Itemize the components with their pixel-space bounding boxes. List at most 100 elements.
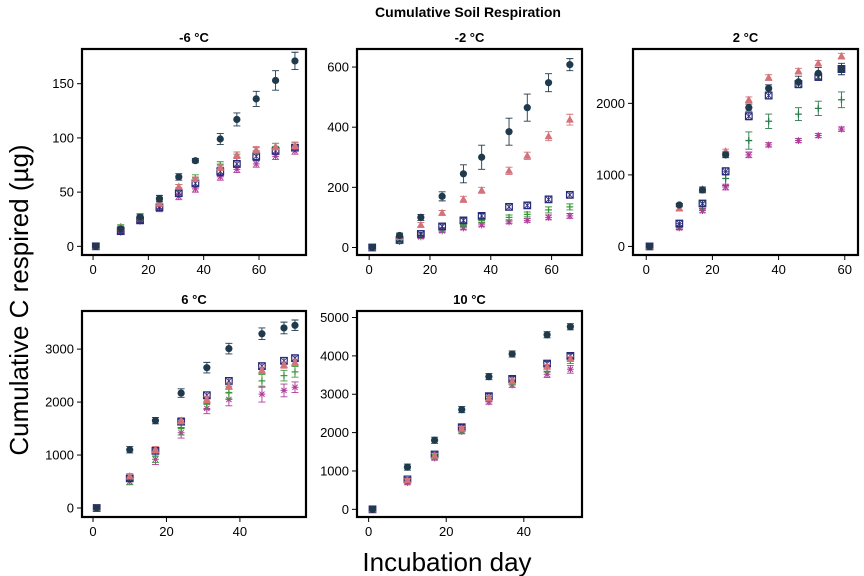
- point-circle: [508, 350, 516, 358]
- point-square: [744, 112, 753, 121]
- point-circle: [765, 84, 773, 92]
- y-tick-label: 600: [327, 60, 349, 75]
- point-star: [233, 165, 241, 173]
- point-triangle: [523, 151, 532, 159]
- point-square: [174, 189, 183, 198]
- point-circle: [459, 170, 468, 178]
- point-square: [232, 160, 241, 168]
- point-star: [765, 141, 773, 149]
- x-tick-label: 20: [705, 262, 719, 277]
- x-tick-label: 60: [838, 262, 852, 277]
- series-circle: [368, 323, 574, 513]
- panel-title: 6 °C: [181, 292, 207, 307]
- point-triangle: [794, 66, 803, 75]
- point-circle: [177, 389, 185, 397]
- point-circle: [258, 330, 266, 338]
- y-tick-label: 3000: [45, 342, 74, 357]
- point-circle: [271, 76, 280, 85]
- point-plus: [765, 117, 773, 125]
- point-square: [477, 212, 486, 220]
- point-circle: [438, 192, 446, 200]
- point-square-cross: [252, 152, 260, 160]
- point-square-cross: [745, 112, 753, 120]
- x-tick-label: 20: [159, 524, 173, 539]
- point-triangle: [837, 51, 846, 60]
- x-tick-label: 20: [439, 524, 453, 539]
- point-circle: [368, 505, 377, 513]
- point-square-cross: [258, 362, 266, 370]
- point-circle: [505, 128, 513, 136]
- point-square: [505, 202, 513, 211]
- x-tick-label: 0: [89, 262, 96, 277]
- point-circle: [698, 186, 707, 194]
- point-circle: [675, 201, 683, 209]
- point-triangle: [232, 151, 241, 159]
- point-triangle: [177, 416, 186, 424]
- point-plus: [745, 137, 753, 144]
- x-tick-label: 40: [233, 524, 247, 539]
- point-plus: [722, 175, 730, 182]
- y-tick-label: 1000: [596, 167, 625, 182]
- series-circle: [93, 319, 299, 512]
- point-star: [225, 396, 233, 403]
- point-circle: [403, 463, 412, 471]
- point-triangle: [271, 142, 280, 150]
- point-circle: [233, 115, 241, 124]
- y-tick-label: 5000: [320, 310, 349, 325]
- y-tick-label: 0: [342, 240, 349, 255]
- panel-border: [80, 47, 308, 257]
- point-square-cross: [280, 357, 288, 365]
- point-plus: [177, 425, 185, 432]
- point-triangle: [216, 162, 225, 171]
- x-tick-label: 0: [366, 262, 373, 277]
- series-plus: [93, 366, 299, 512]
- x-tick-label: 0: [365, 524, 372, 539]
- y-tick-label: 4000: [320, 348, 349, 363]
- point-triangle: [290, 358, 299, 366]
- point-circle: [136, 213, 144, 221]
- point-square: [721, 167, 730, 176]
- point-square: [565, 190, 574, 199]
- point-circle: [203, 364, 211, 372]
- x-tick-label: 40: [517, 524, 531, 539]
- point-square: [544, 195, 553, 204]
- point-triangle: [257, 366, 266, 374]
- point-circle: [814, 69, 822, 77]
- point-circle: [395, 231, 404, 240]
- point-square-cross: [722, 167, 730, 175]
- x-tick-label: 60: [252, 262, 266, 277]
- point-triangle: [814, 59, 823, 67]
- point-plus: [523, 211, 531, 218]
- point-square-cross: [175, 189, 183, 197]
- point-square-cross: [765, 91, 773, 100]
- point-circle: [252, 95, 260, 103]
- point-triangle: [459, 195, 468, 203]
- y-tick-label: 50: [60, 185, 74, 200]
- x-tick-label: 20: [423, 262, 437, 277]
- point-square-cross: [438, 222, 446, 231]
- point-triangle: [505, 166, 514, 174]
- point-square-cross: [417, 230, 425, 238]
- point-triangle: [565, 115, 574, 123]
- point-star: [505, 218, 513, 226]
- y-tick-label: 3000: [320, 387, 349, 402]
- point-square-cross: [505, 203, 513, 211]
- point-square: [675, 219, 684, 228]
- point-star: [745, 151, 753, 159]
- point-square: [438, 222, 447, 231]
- point-circle: [93, 504, 101, 512]
- point-circle: [225, 344, 233, 353]
- point-square: [459, 216, 468, 225]
- point-circle: [722, 151, 730, 159]
- x-axis-label: Incubation day: [362, 547, 531, 576]
- x-tick-label: 60: [544, 262, 558, 277]
- point-triangle: [764, 73, 773, 81]
- point-triangle: [191, 174, 200, 183]
- point-circle: [566, 61, 574, 69]
- point-star: [291, 383, 299, 391]
- point-square-cross: [566, 191, 574, 199]
- point-star: [216, 173, 224, 181]
- point-star: [280, 387, 288, 394]
- y-tick-label: 1000: [45, 448, 74, 463]
